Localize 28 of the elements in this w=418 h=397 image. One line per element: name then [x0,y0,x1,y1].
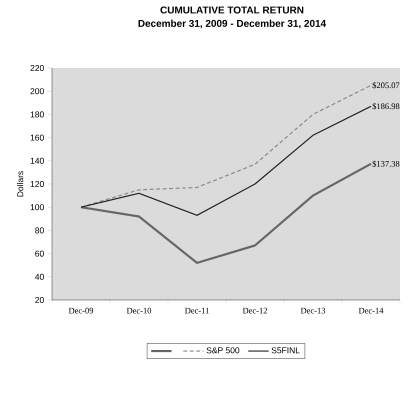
y-tick-label: 140 [30,158,44,164]
y-tick-label: 80 [35,227,44,234]
data-label: $186.98 [372,102,400,110]
line-series [80,84,372,208]
y-tick-label: 180 [30,111,44,118]
y-tick-label: 120 [30,181,44,187]
x-tick-label: Dec-14 [358,308,384,314]
y-tick-label: 200 [30,88,44,94]
chart-subtitle: December 31, 2009 - December 31, 2014 [138,20,326,28]
y-tick-label: 40 [34,274,44,280]
data-label: $205.07 [372,82,400,89]
data-label: $137.38 [372,160,400,168]
line-series [80,162,372,264]
x-tick-label: Dec-09 [68,308,94,314]
chart-title: CUMULATIVE TOTAL RETURN [160,6,304,14]
x-tick-label: Dec-12 [242,308,267,314]
line-series [80,106,372,216]
legend-label: S5FINL [272,347,300,354]
x-tick-label: Dec-13 [300,308,326,314]
y-tick-label: 20 [35,297,44,303]
y-tick-label: 160 [30,134,44,141]
y-tick-label: 100 [30,204,44,210]
legend-label: S&P 500 [206,347,240,354]
x-tick-label: Dec-10 [126,308,152,314]
y-tick-label: 60 [35,250,44,257]
x-tick-label: Dec-11 [184,308,209,314]
y-axis-title: Dollars [17,171,24,196]
y-tick-label: 220 [30,65,44,71]
